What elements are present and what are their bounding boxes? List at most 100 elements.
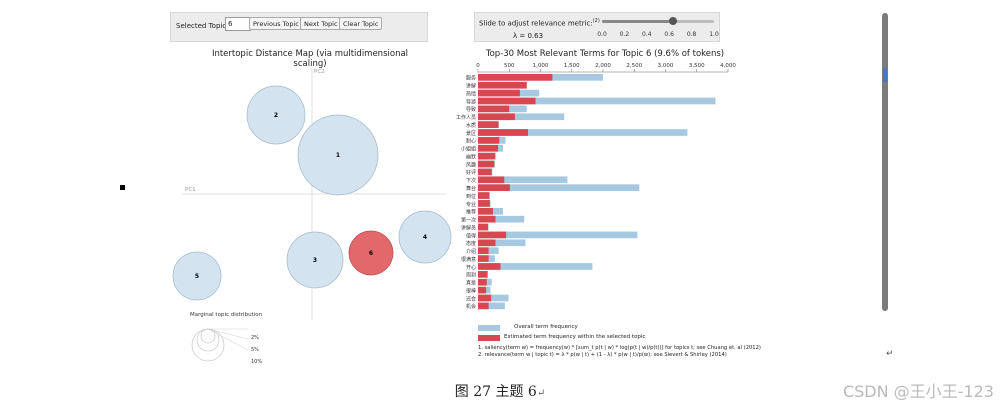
topic-bubble-3[interactable] xyxy=(286,231,344,289)
selected-topic-input[interactable]: 6 xyxy=(225,17,251,31)
x-tick-label: 2,500 xyxy=(626,63,642,69)
slider-fill xyxy=(602,20,673,23)
topic-frequency-bar xyxy=(478,168,492,176)
next-topic-button[interactable]: Next Topic xyxy=(300,17,342,30)
selected-topic-label: Selected Topic: xyxy=(176,22,229,30)
overall-frequency-bar xyxy=(478,302,505,310)
overall-frequency-bar xyxy=(478,231,638,239)
slider-thumb[interactable] xyxy=(668,17,677,25)
pc1-label: PC1 xyxy=(185,187,196,193)
term-label: 幽默 xyxy=(466,153,476,160)
marginal-label-5: 5% xyxy=(251,347,259,353)
term-label: 介绍 xyxy=(466,248,476,255)
topic-bubble-4[interactable] xyxy=(398,210,452,264)
slider-label: Slide to adjust relevance metric:(2) xyxy=(479,18,600,28)
term-label: 舞台 xyxy=(466,185,476,192)
overall-frequency-bar xyxy=(478,176,568,184)
topic-frequency-bar xyxy=(478,247,489,255)
overall-frequency-bar xyxy=(478,113,565,121)
legend-estimated-label: Estimated term frequency within the sele… xyxy=(504,334,646,340)
x-tick-label: 2,000 xyxy=(595,63,611,69)
overall-frequency-bar xyxy=(478,215,525,223)
term-label: 下次 xyxy=(466,177,476,184)
topic-bubble-2[interactable] xyxy=(246,85,306,145)
legend-estimated-swatch xyxy=(478,335,500,341)
marginal-circle-5 xyxy=(196,328,220,352)
topic-label-6: 6 xyxy=(369,250,373,257)
figure-caption: 图 27 主题 6↵ xyxy=(454,384,546,400)
slider-tick-label: 0.4 xyxy=(642,31,652,38)
term-label: 态度 xyxy=(466,240,476,247)
topic-bubble-5[interactable] xyxy=(172,251,222,301)
bar-chart-title: Top-30 Most Relevant Terms for Topic 6 (… xyxy=(485,49,725,59)
term-label: 热情 xyxy=(466,90,476,97)
overall-frequency-bar xyxy=(478,97,716,105)
intertopic-map: PC2 PC1 2 1 3 4 5 6 Marginal topic distr… xyxy=(172,68,452,365)
term-label: 开心 xyxy=(466,264,476,271)
x-tick-label: 3,000 xyxy=(658,63,674,69)
topic-frequency-bar xyxy=(478,121,499,128)
term-label: 到位 xyxy=(466,193,476,200)
term-label: 小姐姐 xyxy=(461,146,476,153)
topic-frequency-bar xyxy=(478,215,496,223)
topic-frequency-bar xyxy=(478,160,495,168)
term-label: 工作人员 xyxy=(456,114,476,121)
scrollbar-thumb[interactable] xyxy=(882,13,888,311)
overall-frequency-bar xyxy=(478,184,640,191)
slider-tick-label: 0.0 xyxy=(597,31,607,38)
topic-frequency-bar xyxy=(478,74,553,81)
term-label: 值得 xyxy=(466,232,476,239)
topic-bubble-6-selected[interactable] xyxy=(348,230,394,276)
term-label: 耐心 xyxy=(466,138,476,145)
topic-frequency-bar xyxy=(478,81,527,89)
topic-frequency-bar xyxy=(478,294,492,302)
topic-frequency-bar xyxy=(478,192,490,199)
scrollbar-marker xyxy=(883,68,887,82)
term-label: 讲解员 xyxy=(461,224,476,231)
term-label: 真是 xyxy=(466,280,476,287)
topic-frequency-bar xyxy=(478,200,490,207)
topic-label-5: 5 xyxy=(195,273,199,280)
page-bullet xyxy=(120,185,125,190)
slider-tick-label: 0.2 xyxy=(619,31,630,38)
x-tick-label: 1,000 xyxy=(533,63,549,69)
previous-topic-button[interactable]: Previous Topic xyxy=(249,17,303,30)
term-label: 机会 xyxy=(466,303,476,310)
slider-tick-label: 1.0 xyxy=(709,31,719,38)
term-label: 很棒 xyxy=(466,287,476,294)
x-tick-label: 1,500 xyxy=(564,63,580,69)
term-label: 导致 xyxy=(466,106,476,113)
topic-label-1: 1 xyxy=(336,152,340,159)
term-label: 第一次 xyxy=(461,217,476,224)
marginal-circle-10 xyxy=(191,328,225,362)
slider-tick-label: 0.8 xyxy=(686,31,697,38)
topic-frequency-bar xyxy=(478,129,528,136)
topic-frequency-bar xyxy=(478,176,505,184)
term-label: 专业 xyxy=(466,201,476,208)
topic-bubble-1[interactable] xyxy=(297,114,379,196)
term-label: 水质 xyxy=(466,122,476,129)
term-label: 周到 xyxy=(466,272,476,279)
topic-frequency-bar xyxy=(478,263,501,270)
topic-frequency-bar xyxy=(478,278,487,286)
x-tick-label: 0 xyxy=(476,63,480,69)
clear-topic-button[interactable]: Clear Topic xyxy=(339,17,383,30)
x-tick-label: 3,500 xyxy=(689,63,705,69)
topic-label-3: 3 xyxy=(313,257,317,264)
overall-frequency-bar xyxy=(478,294,509,302)
topic-frequency-bar xyxy=(478,137,500,144)
legend-overall-swatch xyxy=(478,325,500,331)
topic-frequency-bar xyxy=(478,207,493,215)
overall-frequency-bar xyxy=(478,263,593,270)
topic-frequency-bar xyxy=(478,302,489,310)
x-tick-label: 4,000 xyxy=(720,63,736,69)
term-label: 很满意 xyxy=(461,256,476,263)
topic-frequency-bar xyxy=(478,144,498,152)
term-label: 服务 xyxy=(466,75,476,82)
return-icon: ↵ xyxy=(886,349,894,359)
topic-frequency-bar xyxy=(478,255,489,262)
term-label: 景区 xyxy=(466,130,476,137)
topic-label-4: 4 xyxy=(423,234,427,241)
relevance-slider-panel: Slide to adjust relevance metric:(2) λ =… xyxy=(474,12,720,42)
topic-frequency-bar xyxy=(478,89,520,97)
